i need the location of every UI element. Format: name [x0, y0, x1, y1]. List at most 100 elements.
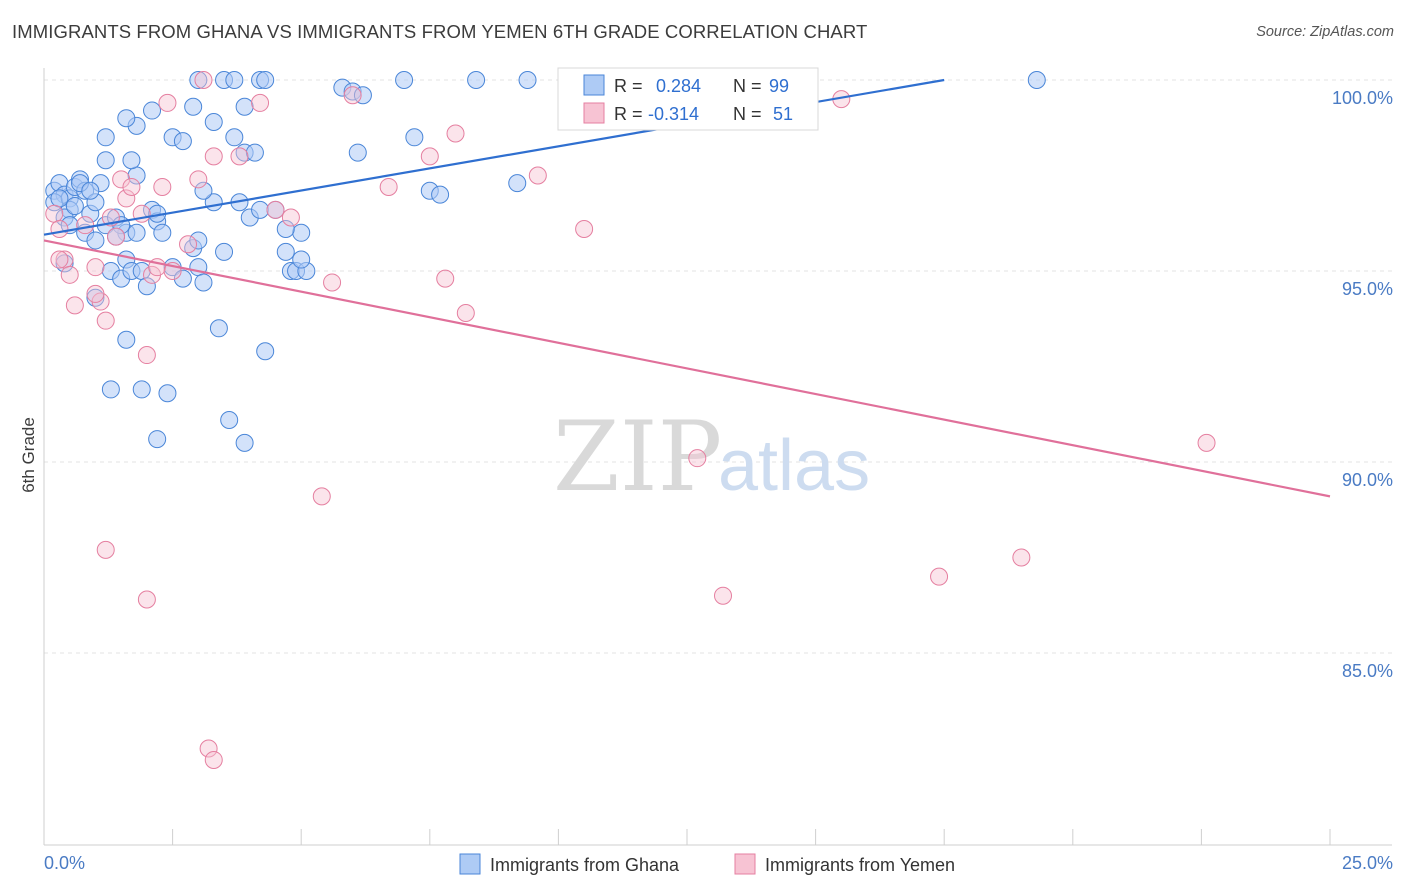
yemen-point: [137, 346, 156, 365]
watermark-atlas: atlas: [718, 426, 870, 506]
y-tick-label: 90.0%: [1342, 470, 1393, 490]
legend-r-value-yemen: -0.314: [648, 104, 699, 124]
yemen-point: [575, 219, 594, 238]
x-tick-label: 0.0%: [44, 853, 85, 873]
ghana-point: [235, 97, 254, 116]
yemen-point: [343, 86, 362, 105]
yemen-point: [714, 586, 733, 605]
ghana-point: [173, 269, 192, 288]
ghana-point: [292, 250, 311, 269]
ghana-point: [225, 128, 244, 147]
yemen-point: [153, 177, 172, 196]
ghana-point: [209, 319, 228, 338]
yemen-trend-line: [43, 239, 1331, 498]
ghana-point: [518, 71, 537, 89]
legend-n-value-yemen: 51: [773, 104, 793, 124]
ghana-point: [148, 430, 167, 449]
yemen-point: [179, 235, 198, 254]
data-points: [45, 71, 1216, 769]
ghana-point: [467, 71, 486, 89]
yemen-point: [117, 189, 136, 208]
source-label: Source: ZipAtlas.com: [1256, 24, 1394, 40]
ghana-point: [65, 197, 84, 216]
ghana-point: [225, 71, 244, 89]
ghana-point: [215, 242, 234, 261]
yemen-point: [1197, 433, 1216, 452]
ghana-point: [173, 132, 192, 151]
yemen-point: [50, 250, 69, 269]
yemen-point: [446, 124, 465, 143]
tick-labels: 85.0% 90.0% 95.0% 100.0% 0.0% 25.0%: [44, 88, 1393, 873]
axes: [43, 68, 1392, 846]
yemen-point: [266, 200, 285, 219]
yemen-point: [281, 208, 300, 227]
ghana-point: [96, 128, 115, 147]
ghana-point: [189, 231, 208, 250]
y-tick-label: 100.0%: [1332, 88, 1393, 108]
ghana-point: [204, 113, 223, 132]
y-axis-label: 6th Grade: [19, 417, 38, 493]
legend-r-label-ghana: R =: [614, 76, 643, 96]
ghana-point: [405, 128, 424, 147]
bottom-legend-swatch-yemen: [734, 853, 756, 875]
ghana-point: [86, 231, 105, 250]
yemen-point: [86, 284, 105, 303]
yemen-point: [251, 93, 270, 112]
yemen-point: [60, 265, 79, 284]
ghana-point: [245, 143, 264, 162]
ghana-point: [96, 151, 115, 170]
ghana-point: [101, 380, 120, 399]
ghana-point: [431, 185, 450, 204]
yemen-point: [96, 311, 115, 330]
y-tick-label: 95.0%: [1342, 279, 1393, 299]
ghana-point: [395, 71, 414, 89]
ghana-point: [127, 223, 146, 242]
ghana-point: [137, 277, 156, 296]
chart-title: IMMIGRANTS FROM GHANA VS IMMIGRANTS FROM…: [12, 21, 868, 42]
ghana-point: [276, 219, 295, 238]
yemen-point: [436, 269, 455, 288]
yemen-point: [204, 750, 223, 769]
ghana-point: [143, 101, 162, 120]
yemen-point: [323, 273, 342, 292]
yemen-point: [312, 487, 331, 506]
legend-n-label-yemen: N =: [733, 104, 762, 124]
ghana-point: [256, 342, 275, 361]
ghana-point: [122, 151, 141, 170]
ghana-point: [194, 181, 213, 200]
ghana-point: [353, 86, 372, 105]
bottom-legend-label-yemen: Immigrants from Yemen: [765, 855, 955, 875]
legend-r-label-yemen: R =: [614, 104, 643, 124]
ghana-point: [153, 223, 172, 242]
ghana-point: [256, 71, 275, 89]
watermark-zip: ZIP: [553, 401, 722, 513]
x-tick-label: 25.0%: [1342, 853, 1393, 873]
yemen-point: [96, 540, 115, 559]
ghana-point: [508, 174, 527, 193]
yemen-point: [137, 590, 156, 609]
yemen-point: [930, 567, 949, 586]
ghana-point: [1027, 71, 1046, 89]
ghana-point: [276, 242, 295, 261]
yemen-point: [107, 227, 126, 246]
ghana-point: [50, 189, 69, 208]
yemen-point: [688, 449, 707, 468]
ghana-point: [81, 181, 100, 200]
ghana-point: [189, 71, 208, 89]
yemen-point: [420, 147, 439, 166]
ghana-point: [117, 109, 136, 128]
yemen-point: [189, 170, 208, 189]
ghana-point: [251, 200, 270, 219]
ghana-point: [348, 143, 367, 162]
ghana-point: [158, 384, 177, 403]
ghana-point: [220, 410, 239, 429]
yemen-point: [45, 204, 64, 223]
ghana-point: [117, 330, 136, 349]
yemen-point: [65, 296, 84, 315]
ghana-point: [184, 97, 203, 116]
legend-swatch-yemen: [583, 102, 605, 124]
yemen-point: [158, 93, 177, 112]
yemen-point: [199, 739, 218, 758]
yemen-point: [528, 166, 547, 185]
